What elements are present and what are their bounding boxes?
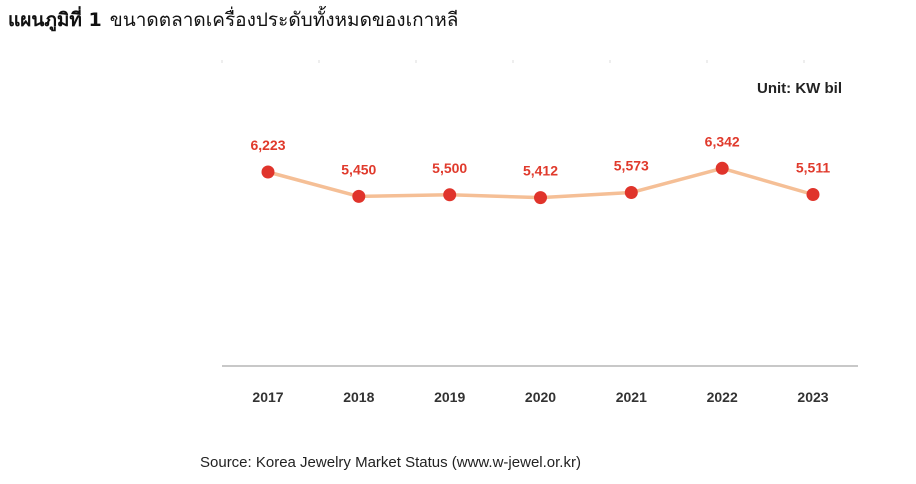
source-note: Source: Korea Jewelry Market Status (www…	[200, 454, 581, 471]
unit-label: Unit: KW bil	[757, 80, 842, 97]
x-tick-label-2017: 2017	[252, 389, 283, 405]
chart-labels-group: 6,223 5,450 5,500 5,412 5,573 6,342 5,511	[250, 133, 830, 178]
data-point-2020	[534, 191, 547, 205]
x-tick-label-2020: 2020	[525, 389, 556, 405]
x-tick-label-2022: 2022	[707, 389, 738, 405]
data-point-2018	[352, 189, 366, 203]
figure-caption: ขนาดตลาดเครื่องประดับทั้งหมดของเกาหลี	[109, 9, 459, 31]
x-tick-label-2023: 2023	[797, 389, 828, 405]
chart-xlabels-group: 2017 2018 2019 2020 2021 2022 2023	[252, 389, 828, 405]
data-point-2017	[261, 165, 275, 179]
x-tick-label-2021: 2021	[616, 389, 647, 405]
data-point-2019	[443, 188, 457, 202]
data-label-2020: 5,412	[523, 163, 558, 179]
figure-title: แผนภูมิที่ 1 ขนาดตลาดเครื่องประดับทั้งหมด…	[8, 4, 458, 36]
chart-ticks-group	[221, 60, 805, 63]
x-tick-label-2018: 2018	[343, 389, 374, 405]
figure-label: แผนภูมิที่ 1	[8, 9, 102, 31]
data-label-2018: 5,450	[341, 161, 376, 177]
data-label-2023: 5,511	[796, 160, 830, 176]
data-label-2017: 6,223	[250, 137, 285, 153]
data-point-2021	[624, 186, 638, 199]
data-label-2019: 5,500	[432, 160, 467, 176]
data-point-2023	[806, 188, 820, 201]
data-label-2022: 6,342	[705, 133, 740, 149]
x-tick-label-2019: 2019	[434, 389, 465, 405]
chart-markers-group	[261, 161, 820, 205]
data-point-2022	[715, 161, 729, 175]
data-label-2021: 5,573	[614, 158, 649, 174]
